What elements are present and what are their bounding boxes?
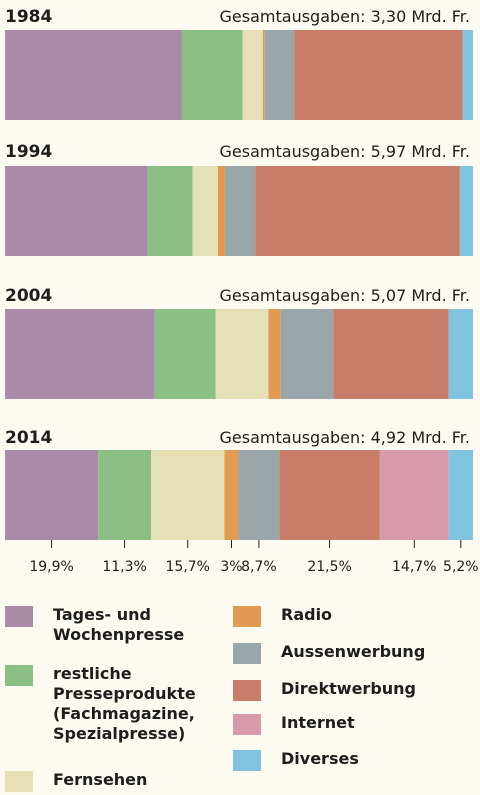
bar-segment bbox=[5, 309, 155, 399]
bar-total-label: Gesamtausgaben: 5,07 Mrd. Fr. bbox=[220, 286, 470, 305]
bar-total-label: Gesamtausgaben: 3,30 Mrd. Fr. bbox=[220, 7, 470, 26]
legend-label: Internet bbox=[281, 713, 355, 732]
bar-segment bbox=[217, 166, 225, 256]
bar-segment bbox=[5, 450, 99, 540]
bar-segment bbox=[459, 166, 473, 256]
legend-item: Direktwerbung bbox=[233, 679, 416, 701]
legend-item: Aussenwerbung bbox=[233, 642, 425, 664]
bar-segment bbox=[268, 309, 281, 399]
bar-segment bbox=[5, 166, 148, 256]
bar-segment bbox=[147, 166, 193, 256]
legend-item: Internet bbox=[233, 713, 355, 735]
legend-label: Tages- und Wochenpresse bbox=[53, 605, 185, 644]
tick-label: 3% bbox=[220, 559, 242, 575]
tick-label: 14,7% bbox=[392, 559, 436, 575]
bar-segment bbox=[279, 450, 380, 540]
tick-label: 5,2% bbox=[443, 559, 479, 575]
legend-item: restliche Presseprodukte (Fachmagazine, … bbox=[5, 664, 196, 744]
legend-label: Diverses bbox=[281, 749, 359, 768]
bar-segment bbox=[181, 30, 243, 120]
legend-item: Diverses bbox=[233, 749, 359, 771]
legend-swatch bbox=[233, 680, 261, 701]
bar-segment bbox=[192, 166, 218, 256]
bar-segment bbox=[448, 450, 473, 540]
legend-label: restliche Presseprodukte (Fachmagazine, … bbox=[53, 664, 196, 743]
bar-segment bbox=[224, 166, 256, 256]
legend-label: Radio bbox=[281, 605, 333, 624]
tick-label: 19,9% bbox=[29, 559, 73, 575]
bar-segment bbox=[379, 450, 449, 540]
bar-year-label: 2004 bbox=[5, 286, 52, 306]
legend-swatch bbox=[233, 643, 261, 664]
tick-label: 15,7% bbox=[166, 559, 210, 575]
bar-total-label: Gesamtausgaben: 4,92 Mrd. Fr. bbox=[220, 428, 470, 447]
legend-swatch bbox=[5, 771, 33, 792]
legend-label: Aussenwerbung bbox=[281, 642, 426, 661]
legend-swatch bbox=[233, 714, 261, 735]
bar-segment bbox=[238, 450, 280, 540]
legend-item: Radio bbox=[233, 605, 332, 627]
bar-segment bbox=[224, 450, 239, 540]
bar-segment bbox=[154, 309, 216, 399]
bar-segment bbox=[215, 309, 269, 399]
bar-segment bbox=[255, 166, 460, 256]
bar-total-label: Gesamtausgaben: 5,97 Mrd. Fr. bbox=[220, 142, 470, 161]
bar-segment bbox=[333, 309, 449, 399]
legend-swatch bbox=[5, 606, 33, 627]
legend-item: Fernsehen bbox=[5, 770, 147, 792]
legend-item: Tages- und Wochenpresse bbox=[5, 605, 184, 645]
chart-svg: 1984 Gesamtausgaben: 3,30 Mrd. Fr. 1994 Ges… bbox=[5, 7, 479, 575]
tick-label: 11,3% bbox=[102, 559, 146, 575]
legend-swatch bbox=[5, 665, 33, 686]
tick-label: 8,7% bbox=[241, 559, 277, 575]
bar-segment bbox=[262, 30, 265, 120]
bar-segment bbox=[5, 30, 182, 120]
legend-swatch bbox=[233, 750, 261, 771]
legend-swatch bbox=[233, 606, 261, 627]
bar-segment bbox=[280, 309, 334, 399]
bar-year-label: 1984 bbox=[5, 7, 52, 27]
bar-year-label: 1994 bbox=[5, 142, 52, 162]
bar-year-label: 2014 bbox=[5, 428, 52, 448]
bar-segment bbox=[448, 309, 473, 399]
legend-label: Fernsehen bbox=[53, 770, 148, 789]
bar-segment bbox=[151, 450, 225, 540]
tick-label: 21,5% bbox=[307, 559, 351, 575]
legend-label: Direktwerbung bbox=[281, 679, 417, 698]
bar-segment bbox=[294, 30, 463, 120]
bar-segment bbox=[242, 30, 263, 120]
bar-segment bbox=[98, 450, 152, 540]
bar-segment bbox=[462, 30, 473, 120]
bar-segment bbox=[264, 30, 295, 120]
